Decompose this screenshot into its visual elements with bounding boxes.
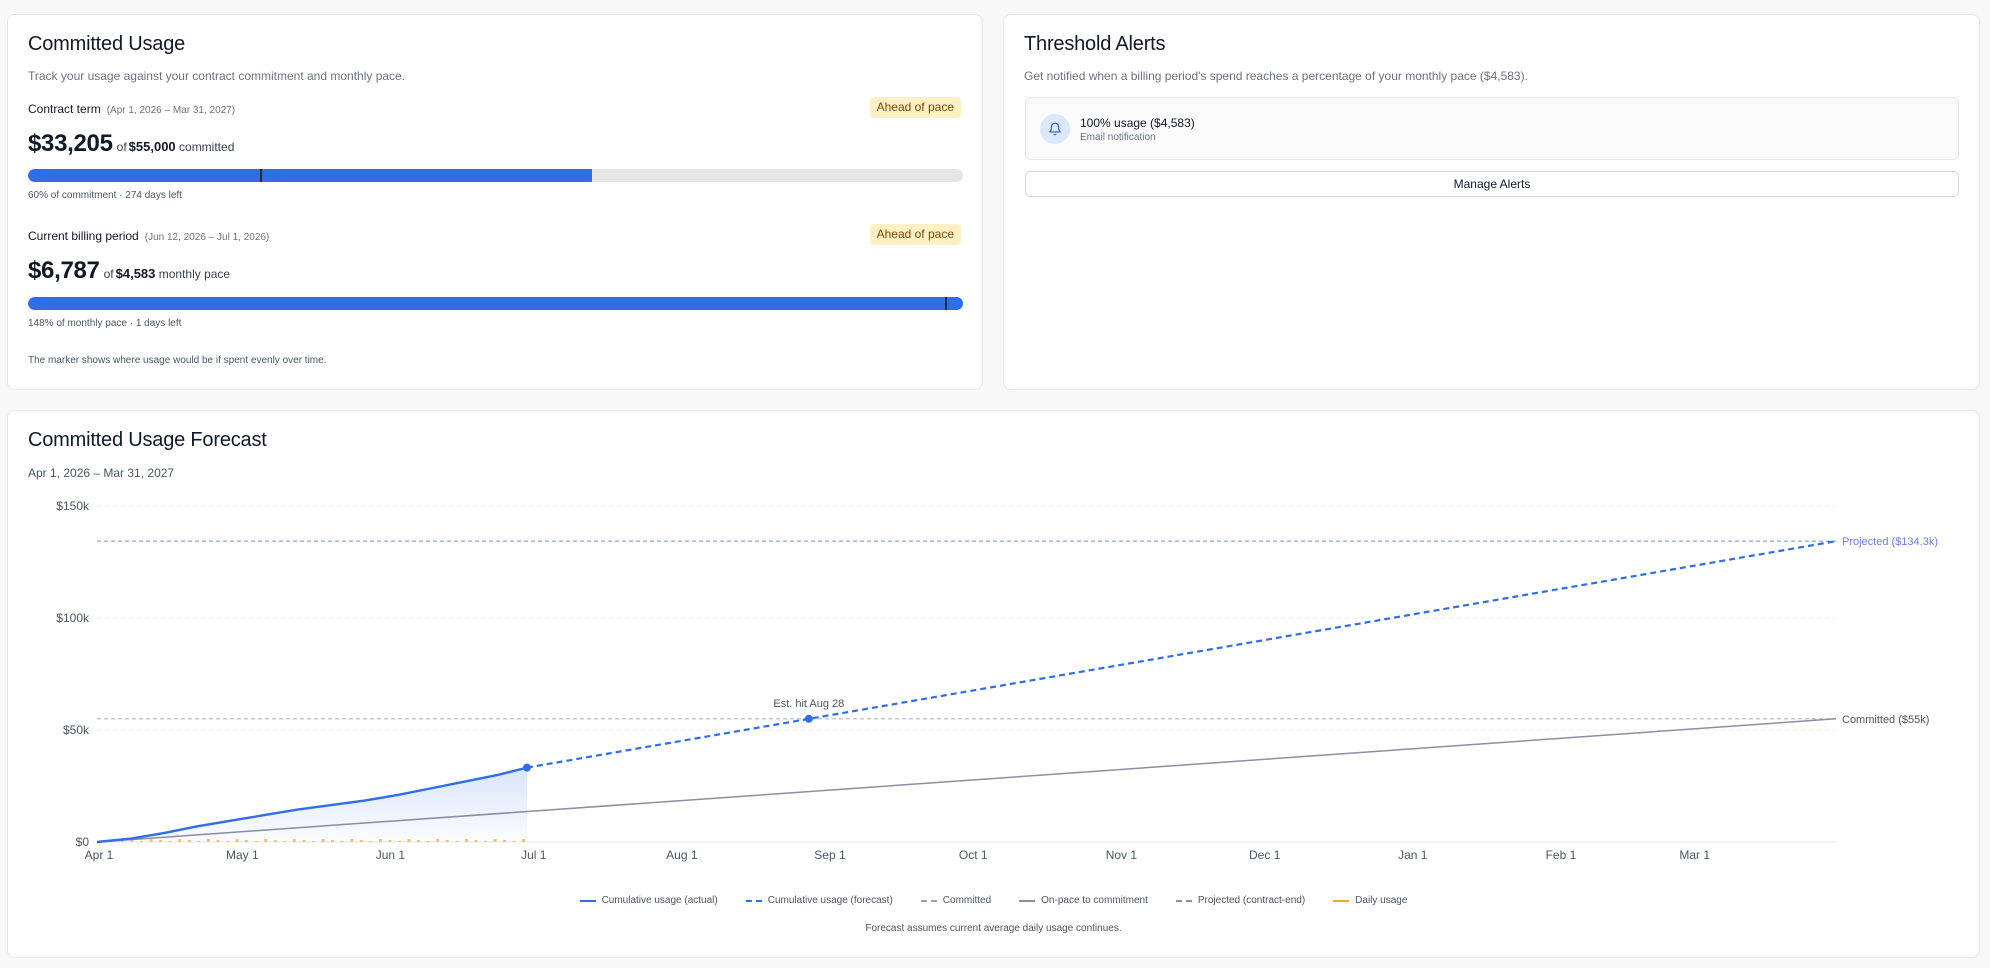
billing-progress-meta: 148% of monthly pace · 1 days left: [28, 318, 182, 329]
bell-icon: [1040, 114, 1070, 144]
alert-item-title: 100% usage ($4,583): [1080, 116, 1195, 130]
billing-target-amount: $4,583: [115, 266, 156, 281]
x-tick-label: Sep 1: [814, 848, 846, 862]
x-tick-label: Jan 1: [1398, 848, 1428, 862]
committed-usage-description: Track your usage against your contract c…: [28, 69, 406, 83]
legend-swatch: [920, 899, 937, 902]
y-tick-label: $100k: [56, 611, 90, 625]
manage-alerts-button[interactable]: Manage Alerts: [1025, 171, 1959, 197]
legend-label: Daily usage: [1355, 895, 1408, 906]
billing-status-badge: Ahead of pace: [869, 224, 961, 245]
legend-item: Cumulative usage (actual): [579, 895, 718, 906]
commitment-hit-label: Est. hit Aug 28: [773, 698, 844, 710]
alert-item-subtitle: Email notification: [1080, 132, 1156, 143]
marker-footnote: The marker shows where usage would be if…: [28, 355, 327, 366]
legend-label: Cumulative usage (actual): [601, 895, 718, 906]
commitment-hit-point: [804, 714, 813, 723]
contract-pace-marker: [259, 169, 262, 182]
alert-item[interactable]: 100% usage ($4,583) Email notification: [1025, 97, 1959, 160]
billing-period-heading: Current billing period (Jun 12, 2026 – Ju…: [28, 229, 269, 243]
threshold-alerts-description: Get notified when a billing period's spe…: [1024, 69, 1528, 83]
contract-of-text: of: [116, 140, 127, 154]
forecast-card: $0 $50k $100k $150k Apr 1 May 1 Jun 1 Jul 1 Aug …: [7, 410, 1980, 958]
contract-amount: $33,205 of $55,000 committed: [28, 130, 234, 158]
y-tick-label: $0: [76, 835, 90, 849]
x-tick-label: Oct 1: [959, 848, 988, 862]
legend-item: Cumulative usage (forecast): [745, 895, 893, 906]
contract-term-heading: Contract term (Apr 1, 2026 – Mar 31, 2027…: [28, 102, 235, 116]
forecast-range: Apr 1, 2026 – Mar 31, 2027: [28, 466, 175, 480]
y-tick-label: $150k: [56, 499, 90, 513]
legend-label: Committed: [942, 895, 992, 906]
legend-label: Cumulative usage (forecast): [767, 895, 893, 906]
committed-label: Committed ($55k): [1842, 714, 1929, 726]
legend-label: On-pace to commitment: [1041, 895, 1148, 906]
actual-usage-line: [96, 766, 528, 844]
threshold-alerts-card: Threshold Alerts Get notified when a bil…: [1003, 14, 1980, 390]
x-tick-label: Jun 1: [376, 848, 406, 862]
legend-item: On-pace to commitment: [1019, 895, 1148, 906]
threshold-alerts-title: Threshold Alerts: [1024, 33, 1166, 55]
x-tick-label: Feb 1: [1546, 848, 1577, 862]
x-tick-label: Dec 1: [1249, 848, 1281, 862]
billing-suffix: monthly pace: [158, 267, 231, 281]
contract-progress-bar: [28, 169, 963, 182]
legend-item: Daily usage: [1333, 895, 1407, 906]
x-tick-label: May 1: [226, 848, 259, 862]
legend-item: Projected (contract-end): [1175, 895, 1306, 906]
contract-used-amount: $33,205: [28, 130, 113, 157]
actual-end-point: [522, 763, 531, 772]
contract-status-badge: Ahead of pace: [869, 97, 961, 118]
x-tick-label: Aug 1: [666, 848, 698, 862]
contract-target-amount: $55,000: [128, 139, 176, 154]
contract-progress-meta: 60% of commitment · 274 days left: [28, 190, 182, 201]
billing-amount: $6,787 of $4,583 monthly pace: [28, 257, 230, 285]
y-tick-label: $50k: [63, 723, 90, 737]
forecast-note: Forecast assumes current average daily u…: [865, 923, 1122, 934]
billing-period-range: (Jun 12, 2026 – Jul 1, 2026): [144, 232, 270, 243]
x-tick-label: Apr 1: [85, 848, 114, 862]
x-tick-label: Jul 1: [521, 848, 547, 862]
x-tick-label: Nov 1: [1106, 848, 1138, 862]
legend-label: Projected (contract-end): [1197, 895, 1306, 906]
forecast-chart: $0 $50k $100k $150k Apr 1 May 1 Jun 1 Jul 1 Aug …: [56, 499, 1938, 862]
projected-label: Projected ($134.3k): [1842, 536, 1938, 548]
forecast-title: Committed Usage Forecast: [28, 429, 267, 451]
billing-of-text: of: [103, 267, 114, 281]
committed-usage-card: Committed Usage Track your usage against…: [7, 14, 983, 390]
legend-swatch: [745, 899, 762, 902]
x-tick-label: Mar 1: [1679, 848, 1710, 862]
legend-swatch: [1019, 899, 1036, 902]
committed-usage-title: Committed Usage: [28, 33, 186, 55]
legend-item: Committed: [920, 895, 992, 906]
billing-pace-marker: [945, 297, 948, 310]
forecast-usage-line: [526, 540, 1837, 769]
chart-legend: Cumulative usage (actual) Cumulative usag…: [8, 895, 1979, 906]
billing-period-label: Current billing period: [28, 229, 139, 243]
billing-used-amount: $6,787: [28, 257, 100, 284]
contract-term-label: Contract term: [28, 102, 101, 116]
contract-progress-fill: [28, 169, 593, 182]
contract-suffix: committed: [179, 140, 235, 154]
billing-progress-fill: [28, 297, 963, 310]
actual-usage-area: [97, 767, 527, 842]
contract-term-range: (Apr 1, 2026 – Mar 31, 2027): [106, 105, 236, 116]
billing-progress-bar: [28, 297, 963, 310]
legend-swatch: [579, 899, 596, 902]
legend-swatch: [1333, 899, 1350, 902]
legend-swatch: [1175, 899, 1192, 902]
